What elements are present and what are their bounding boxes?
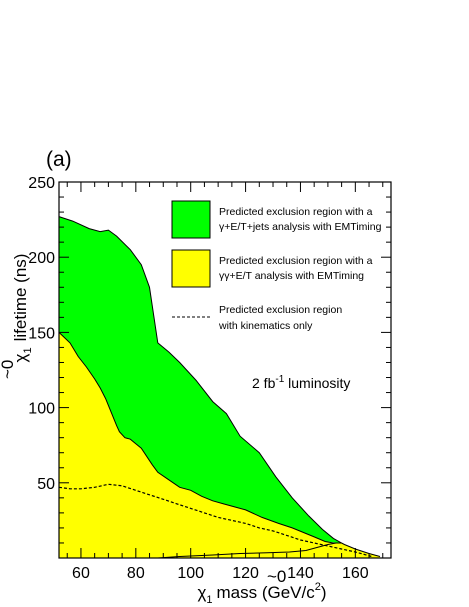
legend-dashed-line2: with kinematics only [218, 320, 313, 332]
legend-swatch-yellow [171, 249, 211, 288]
legend-swatch-green [171, 200, 211, 239]
luminosity-sup: -1 [275, 374, 284, 385]
x-tick-label: 60 [72, 565, 90, 582]
legend-green-line2: γ+E/T+jets analysis with EMTiming [219, 221, 382, 233]
x-axis-title: χ1 mass (GeV/c2) ~0 [197, 567, 326, 606]
x-tick-label: 140 [287, 565, 314, 582]
legend-yellow-line2: γγ+E/T analysis with EMTiming [219, 270, 364, 282]
luminosity-rest: luminosity [284, 375, 350, 391]
x-axis-sub: 1 [206, 594, 212, 606]
lower-boundary-curve [157, 542, 337, 559]
y-axis-title: χ1 lifetime (ns) ~0 [0, 254, 34, 379]
y-axis-sup: ~0 [0, 360, 17, 379]
x-axis-close: ) [321, 583, 327, 602]
y-axis-label: lifetime (ns) [11, 254, 30, 342]
x-axis-symbol: χ [197, 583, 206, 602]
yellow-region-boundary [58, 332, 381, 557]
panel-label: (a) [46, 148, 72, 171]
legend-green-line1: Predicted exclusion region with a [219, 206, 373, 218]
y-tick-label: 100 [28, 401, 55, 418]
luminosity-value: 2 fb [252, 375, 276, 391]
legend: Predicted exclusion region with a γ+E/T+… [171, 200, 382, 332]
luminosity-annotation: 2 fb-1 luminosity [252, 374, 350, 391]
svg-text:χ1lifetime (ns): χ1 lifetime (ns) [11, 254, 34, 363]
kinematics-only-line [58, 483, 372, 558]
yellow-region [59, 332, 380, 558]
x-tick-label: 100 [177, 565, 204, 582]
x-tick-label: 80 [127, 565, 145, 582]
y-tick-label: 150 [28, 325, 55, 342]
plot-frame [58, 181, 392, 559]
green-region [59, 216, 342, 543]
x-tick-label: 160 [342, 565, 369, 582]
y-tick-label: 50 [37, 476, 55, 493]
x-axis-label: mass (GeV/c [217, 583, 316, 602]
y-tick-label: 250 [28, 175, 55, 192]
plot-area [58, 216, 381, 559]
legend-dashed-line1: Predicted exclusion region [219, 304, 342, 316]
legend-yellow-line1: Predicted exclusion region with a [219, 255, 373, 267]
axes: 60 80 100 120 140 160 50 100 150 200 250 [28, 175, 392, 582]
y-axis-symbol: χ [11, 353, 30, 362]
x-axis-unit-sup: 2 [315, 581, 321, 593]
x-tick-label: 120 [232, 565, 259, 582]
x-axis-sup: ~0 [267, 567, 286, 586]
y-tick-label: 200 [28, 250, 55, 267]
y-axis-sub: 1 [22, 347, 34, 353]
green-region-boundary [58, 216, 342, 544]
